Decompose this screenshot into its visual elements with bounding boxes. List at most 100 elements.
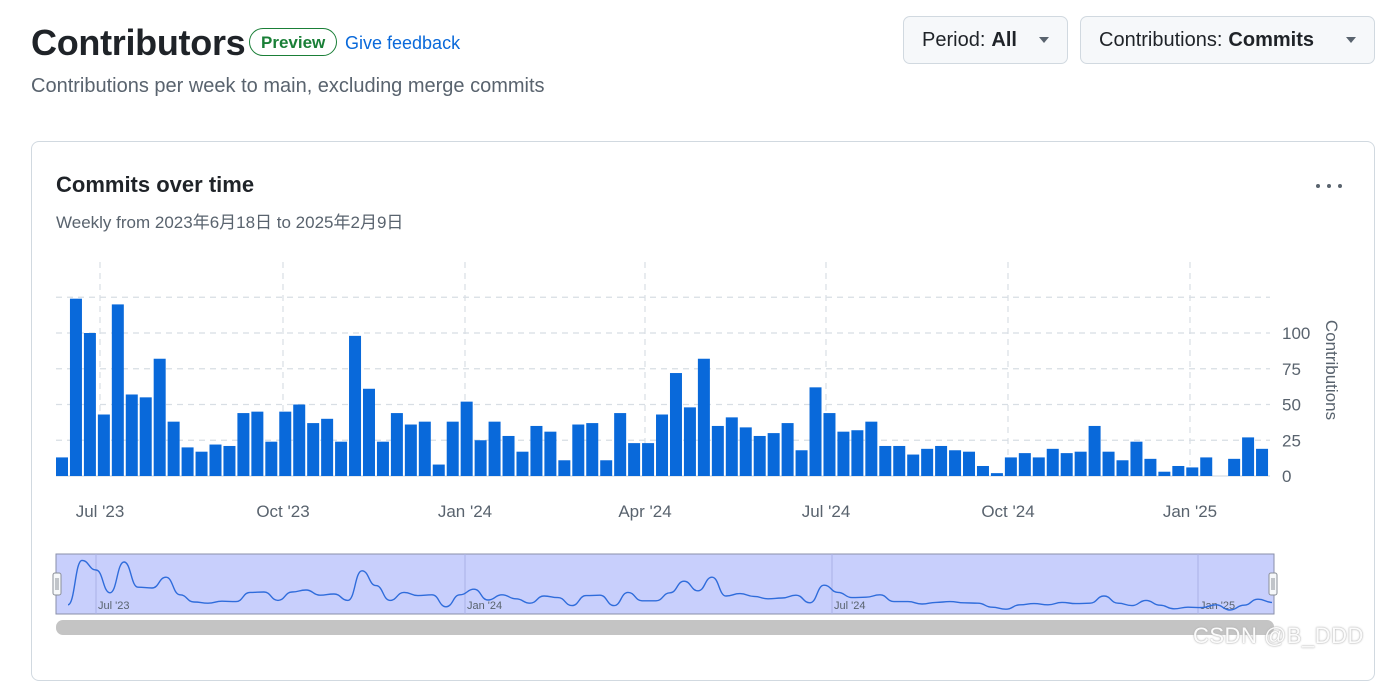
chart-bar [1256,448,1269,476]
chart-bar [362,388,375,476]
x-tick-label: Apr '24 [618,502,671,521]
chart-bar [1172,465,1185,476]
chevron-down-icon [1039,37,1049,43]
chart-bar [1018,453,1031,476]
chart-bar [879,445,892,476]
chart-bar [1130,441,1143,476]
chart-bar [572,424,585,476]
contributions-dropdown-value: Commits [1228,28,1314,51]
chart-bar [307,423,320,476]
chart-bar [865,421,878,476]
chart-bar [725,417,738,476]
navigator-line [67,559,1273,611]
chart-bar [349,335,362,476]
chart-bar [195,451,208,476]
chart-bar [251,411,264,476]
chart-bar [1032,457,1045,476]
chart-bar [795,450,808,476]
chart-bar [279,411,292,476]
navigator-left-handle[interactable] [52,572,62,596]
chart-bar [1144,458,1157,476]
chart-bar [488,421,501,476]
chart-bar [474,440,487,476]
bars-layer [56,298,1269,476]
y-tick-label: 50 [1282,396,1301,415]
chart-bar [321,418,334,476]
navigator-tick-label: Jul '23 [98,600,129,612]
chart-bar [460,401,473,476]
chart-bar [739,427,752,476]
y-tick-label: 75 [1282,360,1301,379]
contributions-dropdown[interactable]: Contributions: Commits [1080,16,1375,64]
contributions-dropdown-key: Contributions: [1099,28,1223,51]
x-tick-label: Jan '24 [438,502,492,521]
y-axis-label: Contributions [1322,320,1341,420]
chevron-down-icon [1346,37,1356,43]
period-dropdown-value: All [991,28,1017,51]
more-options-icon[interactable] [1313,175,1345,197]
chart-bar [656,414,669,476]
chart-bar [614,413,627,476]
chart-bar [446,421,459,476]
chart-bar [1242,437,1255,476]
chart-bar [125,394,138,476]
chart-bar [530,425,543,476]
navigator-right-handle[interactable] [1268,572,1278,596]
chart-bar [558,460,571,476]
page-title: Contributors [31,22,246,63]
period-dropdown-key: Period: [922,28,986,51]
chart-bar [83,333,96,476]
page-subtitle: Contributions per week to main, excludin… [31,75,545,97]
chart-bar [697,358,710,476]
range-navigator: Jul '23 Jan '24 Jul '24 Jan '25 [52,553,1278,635]
chart-bar [1074,451,1087,476]
chart-bar [1158,471,1171,476]
navigator-scrollbar[interactable] [56,620,1274,635]
chart-bar [809,387,822,476]
chart-bar [990,473,1003,476]
chart-bar [56,457,69,476]
chart-bar [209,444,222,476]
period-dropdown[interactable]: Period: All [903,16,1068,64]
y-tick-label: 0 [1282,467,1291,486]
chart-bar [390,413,403,476]
chart-bar [404,424,417,476]
chart-bar [237,413,250,476]
chart-bar [111,304,124,476]
chart-bar [935,445,948,476]
chart-bar [963,451,976,476]
chart-bar [921,448,934,476]
chart-bar [223,445,236,476]
navigator-tick-label: Jul '24 [834,600,865,612]
give-feedback-link[interactable]: Give feedback [345,33,461,53]
chart-bar [153,358,166,476]
chart-bar [1102,451,1115,476]
chart-bar [335,441,348,476]
navigator-tick-label: Jan '24 [467,600,502,612]
chart-bar [949,450,962,476]
chart-bar [753,435,766,476]
chart-bar [1004,457,1017,476]
watermark: CSDN @B_DDD [1193,623,1364,648]
chart-bar [976,465,989,476]
chart-bar [1046,448,1059,476]
x-tick-label: Oct '23 [256,502,309,521]
chart-bar [1060,453,1073,476]
chart-subtitle: Weekly from 2023年6月18日 to 2025年2月9日 [56,213,404,232]
chart-bar [516,451,529,476]
chart-bar [1116,460,1129,476]
commits-chart: 0 25 50 75 100 Contributions Jul '23 Oct '23 Jan… [52,262,1341,635]
chart-bar [139,397,152,476]
chart-bar [767,433,780,476]
navigator-window [55,553,1275,615]
chart-bar [628,443,641,476]
chart-bar [781,423,794,476]
chart-bar [600,460,613,476]
chart-bar [69,298,82,476]
x-tick-label: Jul '23 [76,502,125,521]
chart-bar [1228,458,1241,476]
x-tick-label: Jan '25 [1163,502,1217,521]
chart-bar [586,423,599,476]
chart-bar [837,431,850,476]
chart-bar [851,430,864,476]
